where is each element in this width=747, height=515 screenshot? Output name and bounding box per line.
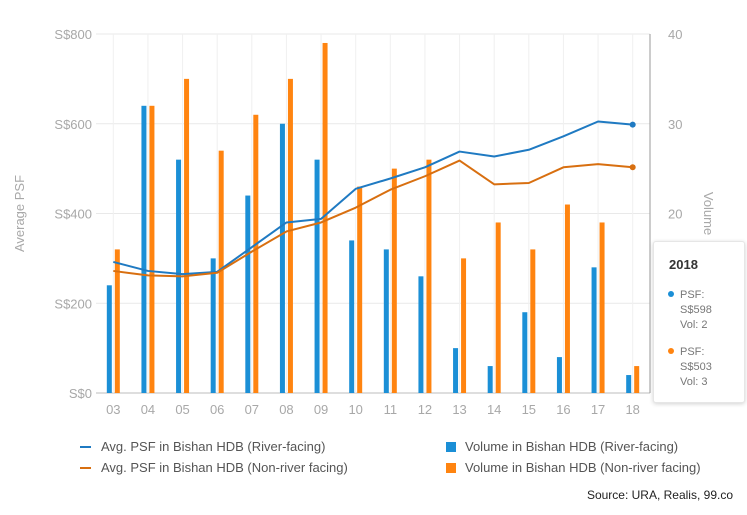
bar[interactable] [149,105,155,394]
nonriver-dot-icon [668,348,674,354]
bar[interactable] [106,285,112,393]
x-tick-label: 14 [487,402,501,417]
y-left-tick-label: S$200 [54,296,92,311]
tooltip-nonriver: PSF: S$503 Vol: 3 [668,345,712,390]
tooltip: 2018 PSF: S$598 Vol: 2 PSF: S$503 Vol: 3 [653,241,745,403]
x-tick-label: 18 [625,402,639,417]
bar-series [106,42,640,394]
x-tick-label: 16 [556,402,570,417]
y-right-tick-label: 40 [668,27,682,42]
y-right-tick-label: 20 [668,207,682,222]
legend-item-river-bar[interactable]: Volume in Bishan HDB (River-facing) [446,439,678,454]
bar[interactable] [349,240,355,393]
bar[interactable] [522,312,528,393]
bar[interactable] [279,123,285,393]
bar[interactable] [114,249,120,393]
tooltip-river: PSF: S$598 Vol: 2 [668,288,712,333]
bar[interactable] [418,276,424,393]
point-marker[interactable] [629,121,636,128]
x-tick-label: 17 [591,402,605,417]
bar[interactable] [634,366,640,393]
bar[interactable] [495,222,501,393]
bar[interactable] [253,114,259,394]
y-left-tick-label: S$400 [54,207,92,222]
x-tick-label: 06 [210,402,224,417]
bar-swatch-icon [446,441,456,452]
point-marker[interactable] [629,164,636,171]
bar[interactable] [287,78,293,393]
source-note: Source: URA, Realis, 99.co [586,488,733,502]
y-left-tick-label: S$800 [54,27,92,42]
chart: S$0S$200S$400S$600S$80001020304003040506… [12,27,716,417]
bar[interactable] [626,375,632,393]
x-tick-label: 11 [384,402,398,417]
y-axis-right-title: Volume [701,192,716,235]
series-line[interactable] [113,159,633,278]
tooltip-nonriver-psf-value: S$503 [680,361,712,373]
bar[interactable] [426,159,432,393]
tooltip-river-psf-value: S$598 [680,304,712,316]
river-dot-icon [668,291,674,297]
series-line[interactable] [113,120,633,276]
bar[interactable] [564,204,570,393]
x-tick-label: 12 [418,402,432,417]
bar[interactable] [453,348,459,393]
legend-item-nonriver-line[interactable]: Avg. PSF in Bishan HDB (Non-river facing… [80,460,348,475]
line-swatch-icon [80,445,91,448]
bar[interactable] [314,159,320,393]
bar[interactable] [591,267,597,393]
bar[interactable] [530,249,536,393]
bar[interactable] [487,366,493,393]
x-tick-label: 03 [106,402,120,417]
bar[interactable] [357,186,363,393]
legend-item-river-line[interactable]: Avg. PSF in Bishan HDB (River-facing) [80,439,325,454]
bar[interactable] [184,78,190,393]
x-tick-label: 05 [175,402,189,417]
y-left-tick-label: S$600 [54,117,92,132]
tick-labels: S$0S$200S$400S$600S$80001020304003040506… [54,27,682,417]
bar[interactable] [599,222,605,393]
legend-label: Avg. PSF in Bishan HDB (Non-river facing… [101,460,348,475]
tooltip-year: 2018 [669,257,698,272]
x-tick-label: 04 [141,402,155,417]
line-series [113,120,636,278]
legend-label: Avg. PSF in Bishan HDB (River-facing) [101,439,326,454]
bar[interactable] [391,168,397,393]
y-axis-left-title: Average PSF [12,175,27,252]
legend-label: Volume in Bishan HDB (Non-river facing) [465,460,701,475]
tooltip-nonriver-psf-label: PSF: [680,346,705,358]
legend-label: Volume in Bishan HDB (River-facing) [465,439,679,454]
bar[interactable] [461,258,467,393]
bar[interactable] [556,357,562,393]
x-tick-label: 13 [452,402,466,417]
x-tick-label: 08 [279,402,293,417]
bar[interactable] [322,42,328,393]
legend-item-nonriver-bar[interactable]: Volume in Bishan HDB (Non-river facing) [446,460,701,475]
bar[interactable] [245,195,251,393]
line-swatch-icon [80,466,91,469]
bar[interactable] [218,150,224,393]
bar-swatch-icon [446,462,456,473]
gridlines [96,33,651,394]
x-tick-label: 10 [348,402,362,417]
tooltip-river-vol: Vol: 2 [680,319,708,331]
y-right-tick-label: 30 [668,117,682,132]
bar[interactable] [141,105,147,394]
x-tick-label: 15 [522,402,536,417]
tooltip-nonriver-vol: Vol: 3 [680,376,708,388]
x-tick-label: 07 [245,402,259,417]
x-tick-label: 09 [314,402,328,417]
y-left-tick-label: S$0 [69,386,92,401]
bar[interactable] [383,249,389,393]
bar[interactable] [210,258,216,393]
tooltip-river-psf-label: PSF: [680,289,705,301]
